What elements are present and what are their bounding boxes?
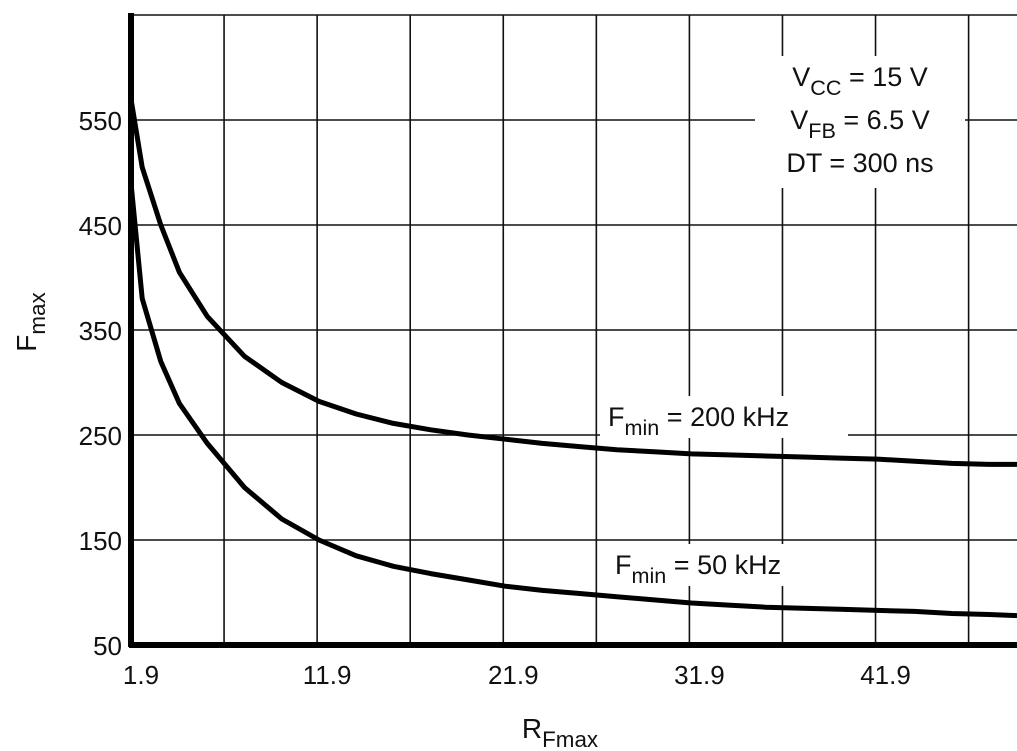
series-label-backing: [607, 544, 835, 586]
tick-labels: 50 150 250 350 450 550 1.9 11.9 21.9 31.9 41.9 RFma…: [11, 101, 911, 751]
y-tick-label-backing: [52, 416, 126, 448]
y-tick-label-backing: [52, 206, 126, 238]
x-tick-label: 31.9: [674, 660, 725, 690]
y-tick-label-backing: [52, 521, 126, 553]
x-tick-label: 41.9: [860, 660, 911, 690]
conditions-backing: [755, 56, 965, 188]
y-axis-title: Fmax: [11, 292, 50, 351]
x-tick-label: 11.9: [303, 660, 352, 690]
condition-text-0: VCC = 15 V: [792, 62, 928, 100]
y-tick-label: 150: [79, 526, 122, 556]
y-tick-label: 50: [93, 631, 122, 661]
y-tick-label-backing: [52, 626, 126, 658]
series-label-backing: [600, 396, 848, 438]
y-axis-title-group: Fmax: [11, 292, 50, 351]
annotations: Fmin = 200 kHz Fmin = 50 kHz VCC = 15 V VFB…: [600, 56, 965, 588]
x-tick-label: 1.9: [123, 660, 159, 690]
series-line-0: [128, 98, 1017, 467]
y-tick-label-backing: [52, 101, 126, 133]
series-layer: [128, 98, 1017, 619]
condition-text-1: VFB = 6.5 V: [790, 105, 929, 143]
series-line-1: [128, 182, 1017, 619]
condition-text-2: DT = 300 ns: [786, 148, 933, 178]
y-tick-label: 250: [79, 421, 122, 451]
y-tick-label-backing: [52, 311, 126, 343]
x-axis-title: RFmax: [522, 713, 598, 751]
series-label-1: Fmin = 50 kHz: [615, 550, 781, 588]
y-tick-label: 350: [79, 316, 122, 346]
y-tick-label: 550: [79, 106, 122, 136]
series-label-0: Fmin = 200 kHz: [608, 402, 789, 440]
axes: [128, 13, 1017, 648]
x-tick-label: 21.9: [488, 660, 539, 690]
y-tick-label: 450: [79, 211, 122, 241]
